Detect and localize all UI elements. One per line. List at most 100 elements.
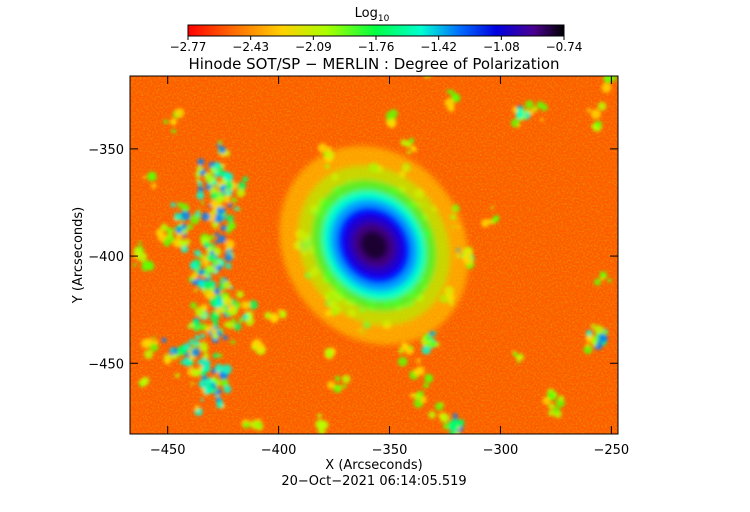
polarization-patch	[170, 348, 174, 352]
polarization-patch	[214, 263, 219, 267]
polarization-patch	[590, 323, 596, 329]
polarization-patch	[191, 347, 201, 357]
polarization-patch	[242, 421, 250, 429]
polarization-patch	[252, 338, 262, 349]
polarization-patch	[424, 373, 434, 383]
timestamp: 20−Oct−2021 06:14:05.519	[281, 474, 466, 489]
polarization-patch	[218, 284, 225, 291]
polarization-patch	[225, 193, 231, 198]
polarization-patch	[137, 251, 148, 262]
polarization-patch	[458, 419, 463, 424]
polarization-patch	[341, 374, 351, 384]
polarization-patch	[342, 384, 347, 389]
polarization-patch	[209, 234, 215, 240]
polarization-patch	[212, 321, 219, 328]
polarization-patch	[223, 196, 231, 203]
polarization-patch	[174, 108, 185, 118]
polarization-patch	[192, 368, 197, 373]
polarization-patch	[211, 376, 217, 382]
polarization-patch	[197, 209, 201, 213]
polarization-patch	[215, 396, 221, 402]
y-tick-label: −400	[88, 250, 124, 265]
polarization-patch	[210, 327, 218, 335]
polarization-patch	[603, 76, 614, 84]
polarization-patch	[217, 140, 223, 145]
colorbar-tick-label: −2.09	[295, 40, 332, 54]
polarization-patch	[198, 253, 204, 259]
polarization-patch	[197, 186, 204, 193]
polarization-patch	[317, 143, 328, 153]
x-tick-label: −450	[150, 443, 186, 458]
polarization-patch	[449, 89, 455, 95]
polarization-patch	[194, 334, 201, 341]
polarization-patch	[242, 313, 249, 320]
polarization-patch	[214, 288, 221, 295]
polarization-patch	[190, 382, 194, 386]
polarization-patch	[490, 206, 494, 210]
polarization-patch	[326, 146, 332, 152]
colorbar-tick-label: −1.76	[358, 40, 395, 54]
polarization-patch	[213, 333, 219, 340]
polarization-patch	[196, 191, 205, 200]
polarization-patch	[334, 375, 341, 382]
polarization-patch	[225, 263, 232, 270]
polarization-patch	[277, 308, 282, 313]
polarization-patch	[269, 312, 280, 323]
polarization-patch	[227, 305, 235, 313]
polarization-patch	[409, 392, 415, 398]
polarization-patch	[452, 413, 458, 418]
polarization-patch	[385, 112, 390, 117]
polarization-patch	[327, 381, 335, 389]
polarization-patch	[586, 330, 593, 337]
y-tick-label: −450	[88, 357, 124, 372]
polarization-patch	[256, 421, 261, 427]
axis-ticks: −450 −400 −350 −300 −250 −350 −400 −450	[88, 76, 629, 458]
polarization-patch	[494, 215, 500, 221]
polarization-patch	[241, 300, 251, 310]
polarization-patch	[215, 240, 219, 244]
polarization-patch	[160, 223, 168, 232]
polarization-patch	[203, 172, 213, 181]
polarization-patch	[416, 358, 421, 363]
polarization-patch	[440, 402, 444, 406]
polarization-patch	[216, 143, 221, 148]
polarization-patch	[598, 333, 608, 343]
polarization-patch	[202, 347, 208, 353]
polarization-patch	[148, 175, 154, 181]
polarization-patch	[231, 197, 237, 204]
polarization-patch	[319, 429, 326, 434]
polarization-patch	[585, 343, 590, 347]
polarization-patch	[185, 352, 190, 357]
polarization-patch	[401, 342, 409, 351]
polarization-patch	[525, 100, 534, 109]
polarization-patch	[201, 288, 207, 294]
polarization-patch	[201, 212, 211, 222]
polarization-patch	[202, 259, 210, 266]
polarization-patch	[224, 239, 235, 250]
polarization-patch	[586, 108, 592, 113]
polarization-patch	[194, 405, 200, 411]
polarization-patch	[181, 203, 190, 212]
polarization-patch	[217, 261, 222, 265]
polarization-patch	[210, 192, 219, 201]
polarization-patch	[149, 342, 159, 352]
polarization-patch	[202, 352, 210, 360]
polarization-patch	[157, 232, 167, 242]
polarization-patch	[188, 276, 194, 283]
polarization-patch	[611, 76, 618, 81]
colorbar-ticks: −2.77 −2.43 −2.09 −1.76 −1.42 −1.08 −0.74	[170, 36, 582, 54]
polarization-patch	[205, 265, 213, 273]
polarization-patch	[216, 401, 224, 409]
polarization-patch	[319, 420, 329, 430]
polarization-patch	[200, 201, 205, 205]
polarization-patch	[203, 241, 210, 247]
polarization-patch	[439, 413, 450, 423]
y-axis-label: Y (Arcseconds)	[71, 207, 86, 304]
polarization-patch	[182, 357, 192, 367]
polarization-patch	[223, 385, 232, 394]
polarization-patch	[174, 373, 180, 378]
polarization-patch	[222, 294, 229, 302]
polarization-patch	[532, 106, 538, 112]
polarization-patch	[198, 379, 209, 389]
